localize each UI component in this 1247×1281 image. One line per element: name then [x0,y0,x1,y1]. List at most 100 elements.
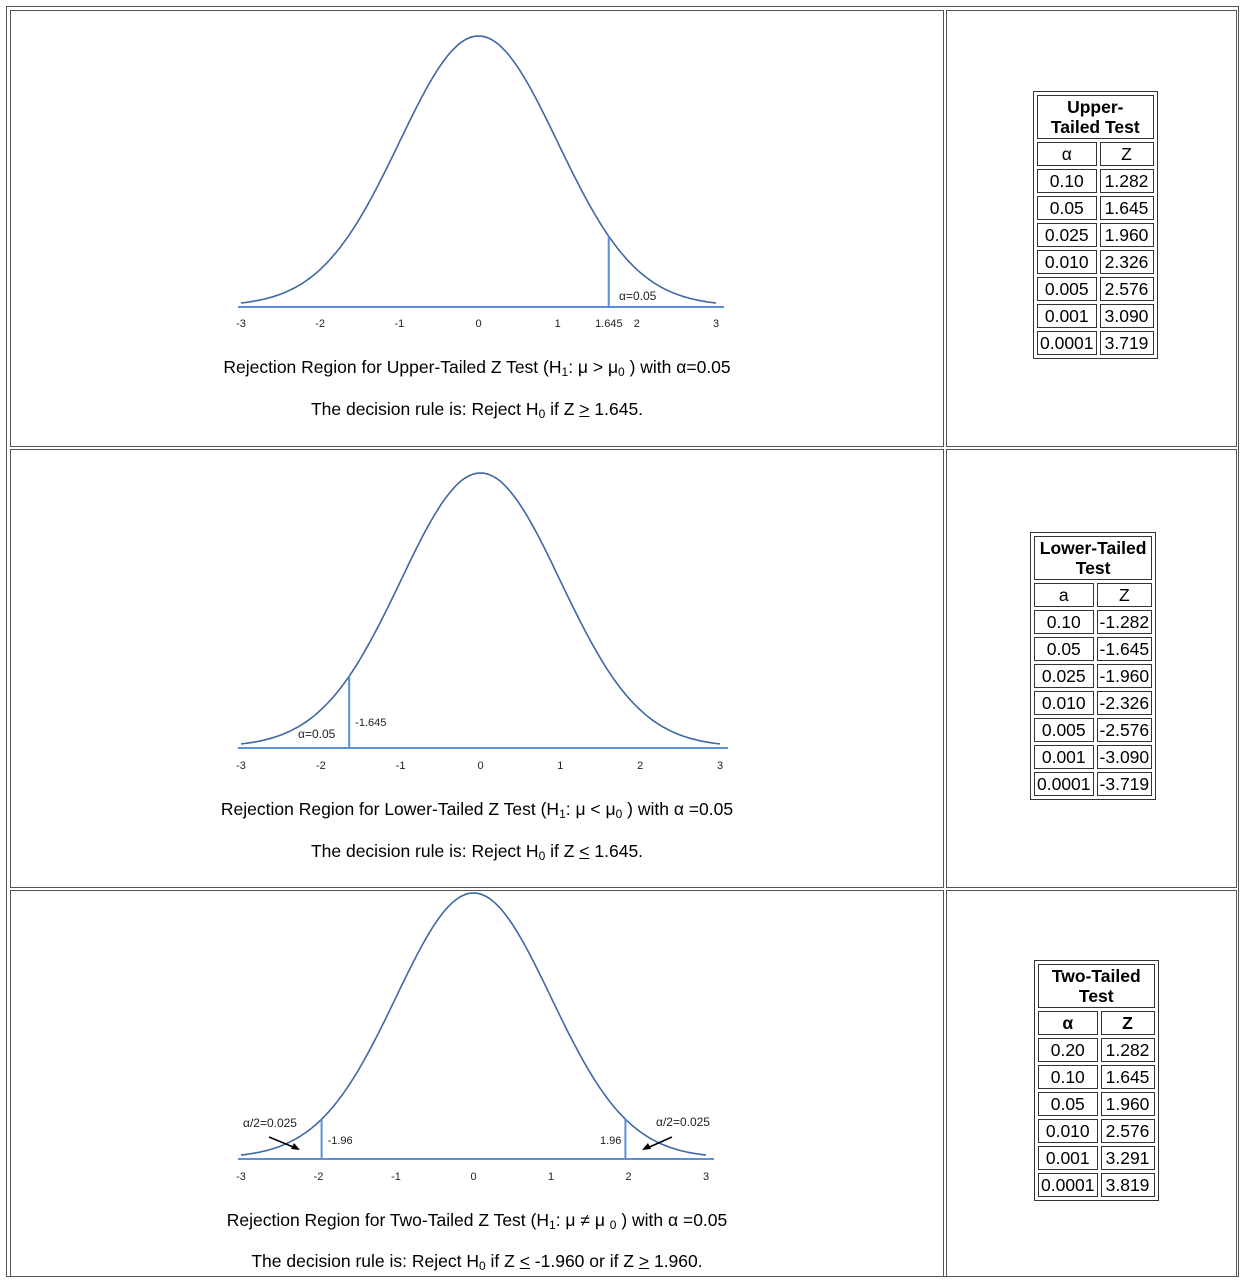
x-tick-label: 1 [557,760,563,772]
x-tick-label: 0 [470,1171,476,1183]
decision-rule-two: The decision rule is: Reject H0 if Z < -… [11,1251,943,1273]
table-row: 0.0001 3.819 [1038,1173,1155,1197]
decision-rule-lower: The decision rule is: Reject H0 if Z < 1… [11,841,943,863]
critical-value-label: 1.96 [600,1135,621,1147]
caption-sub: 0 [615,807,623,821]
table-row: 0.001 3.291 [1038,1146,1155,1170]
table-row: 0.10 1.645 [1038,1065,1155,1089]
rule-text: 1.645. [589,399,644,419]
table-row: 0.20 1.282 [1038,1038,1155,1062]
x-tick-label: -3 [236,1171,246,1183]
density-curve [240,35,717,304]
caption-sub: 1 [561,365,569,379]
arrow-head [291,1143,300,1150]
critical-value-label: -1.96 [328,1135,353,1147]
caption-text: ) with α =0.05 [622,799,734,819]
x-tick-label: -1 [396,760,406,772]
table-row: 0.010 2.326 [1037,250,1154,274]
z-header: Z [1096,583,1153,607]
z-header: Z [1100,1011,1155,1035]
x-tick-label: 2 [637,760,643,772]
table-title: Upper- Tailed Test [1037,95,1154,139]
table-row: 0.10 -1.282 [1034,610,1153,634]
alpha-header: a [1034,583,1094,607]
rule-sub: 0 [538,849,546,863]
table-row: 0.05 1.645 [1037,196,1154,220]
x-tick-label: 1 [548,1171,554,1183]
table-row: 0.001 3.090 [1037,304,1154,328]
rule-sub: 0 [538,407,546,421]
rule-text: 1.645. [589,841,644,861]
caption-text: ) with α =0.05 [616,1210,728,1230]
arrow-head [642,1143,651,1150]
table-row: 0.025 1.960 [1037,223,1154,247]
table-row: 0.001 -3.090 [1034,745,1153,769]
table-title: Lower-Tailed Test [1034,536,1153,580]
table-row: 0.05 -1.645 [1034,637,1153,661]
table-row: 0.005 2.576 [1037,277,1154,301]
rule-operator: > [579,399,590,419]
x-tick-label: 3 [717,760,723,772]
x-tick-label: 1 [555,318,561,330]
caption-text: : μ < μ [565,799,616,819]
panel-lower: -3 -2 -1 0 1 2 3 -1.645 α=0.05 Rejection Region … [10,449,944,888]
rule-sub: 0 [478,1259,486,1273]
x-tick-label: -2 [314,1171,324,1183]
alpha-header: α [1037,142,1097,166]
caption-sub: 0 [609,1218,617,1232]
lower-tail-plot: -3 -2 -1 0 1 2 3 -1.645 α=0.05 [236,472,728,772]
x-tick-label: 2 [634,318,640,330]
table-row: 0.10 1.282 [1037,169,1154,193]
caption-two-title: Rejection Region for Two-Tailed Z Test (… [11,1210,943,1232]
table-row: 0.010 -2.326 [1034,691,1153,715]
table-row: 0.005 -2.576 [1034,718,1153,742]
x-tick-label: -3 [236,318,246,330]
table-row: 0.0001 3.719 [1037,331,1154,355]
density-curve [240,472,721,745]
alpha-header: α [1038,1011,1098,1035]
alpha-region-label: α=0.05 [619,289,657,303]
rule-text: The decision rule is: Reject H [251,1251,479,1271]
x-tick-label: -1 [391,1171,401,1183]
caption-text: Rejection Region for Two-Tailed Z Test (… [226,1210,549,1230]
x-tick-label: 0 [475,318,481,330]
z-header: Z [1099,142,1154,166]
table-row: 0.025 -1.960 [1034,664,1153,688]
table-title: Two-Tailed Test [1038,964,1155,1008]
two-tail-plot: -3 -2 -1 0 1 2 3 -1.96 1.96 α/2=0.025 α/2=0.025 [236,892,714,1183]
table-row: 0.05 1.960 [1038,1092,1155,1116]
caption-text: : μ ≠ μ [555,1210,610,1230]
caption-text: ) with α=0.05 [624,357,731,377]
critical-value-label: 1.645 [595,318,623,330]
x-tick-label: 3 [713,318,719,330]
caption-text: Rejection Region for Upper-Tailed Z Test… [223,357,562,377]
rule-text: The decision rule is: Reject H [310,399,539,419]
x-tick-label: 0 [477,760,483,772]
table-row: 0.010 2.576 [1038,1119,1155,1143]
alpha-region-label: α/2=0.025 [243,1116,297,1130]
x-tick-label: -2 [315,318,325,330]
panel-upper: -3 -2 -1 0 1 2 3 1.645 α=0.05 Rejection Region f… [10,10,944,447]
upper-tail-plot: -3 -2 -1 0 1 2 3 1.645 α=0.05 [236,35,724,330]
caption-text: Rejection Region for Lower-Tailed Z Test… [220,799,560,819]
caption-sub: 1 [559,807,566,821]
caption-sub: 1 [549,1218,556,1232]
x-tick-label: -1 [394,318,404,330]
caption-upper-title: Rejection Region for Upper-Tailed Z Test… [11,357,943,379]
rule-text: if Z [545,841,580,861]
critical-value-label: -1.645 [355,717,386,729]
density-curve [240,892,707,1156]
rule-text: -1.960 or if Z [529,1251,639,1271]
panel-two: -3 -2 -1 0 1 2 3 -1.96 1.96 α/2=0.025 α/2=0.025 Re… [10,890,944,1277]
x-tick-label: -3 [236,760,246,772]
alpha-region-label: α=0.05 [298,727,336,741]
rule-text: if Z [545,399,580,419]
rule-text: if Z [485,1251,520,1271]
x-tick-label: 2 [625,1171,631,1183]
